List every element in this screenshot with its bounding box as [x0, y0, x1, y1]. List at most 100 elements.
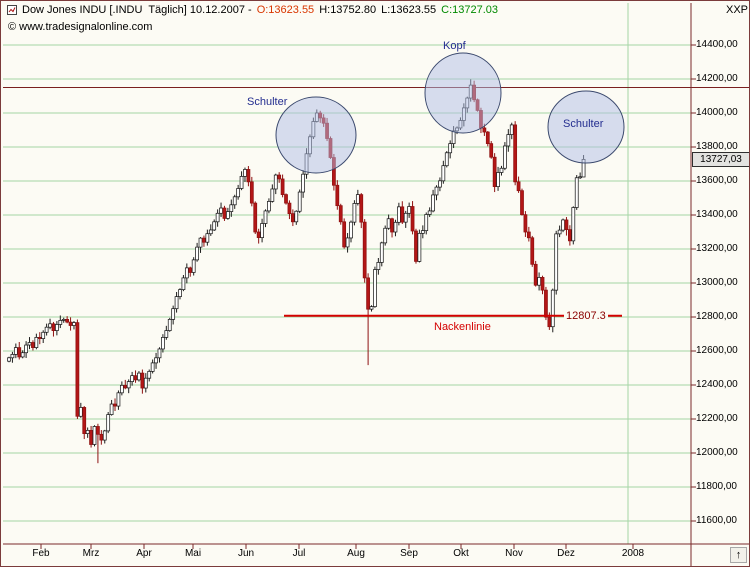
- candle: [386, 214, 391, 230]
- candle: [485, 131, 490, 147]
- candle: [82, 406, 87, 440]
- candle: [246, 166, 251, 187]
- price-axis-label: 13800,00: [696, 141, 738, 152]
- candle: [574, 175, 579, 210]
- candle: [48, 318, 52, 330]
- candle: [37, 332, 42, 345]
- candle: [222, 205, 227, 221]
- candle: [564, 217, 569, 236]
- candle: [352, 200, 357, 226]
- candle: [273, 173, 278, 195]
- left-shoulder-label[interactable]: Schulter: [247, 96, 288, 108]
- candle: [140, 369, 145, 394]
- candle: [20, 350, 25, 359]
- time-axis-label: Jul: [292, 548, 306, 559]
- candle: [403, 210, 408, 228]
- candle: [509, 122, 514, 140]
- right-shoulder-circle[interactable]: [547, 90, 625, 164]
- candle: [373, 266, 377, 308]
- candle: [126, 379, 131, 394]
- candle: [24, 341, 28, 358]
- candle: [7, 356, 11, 363]
- time-axis-label: Dez: [557, 548, 575, 559]
- candle: [438, 177, 442, 192]
- price-axis-label: 12400,00: [696, 379, 738, 390]
- candle: [516, 176, 521, 193]
- candle: [184, 263, 189, 284]
- candle: [102, 429, 107, 444]
- candle: [369, 305, 374, 312]
- price-axis-label: 12000,00: [696, 447, 738, 458]
- candle: [379, 241, 384, 267]
- head-label[interactable]: Kopf: [443, 40, 466, 52]
- candle: [51, 321, 56, 337]
- time-axis-label: Feb: [32, 548, 50, 559]
- candle: [520, 188, 524, 216]
- candle: [119, 381, 124, 396]
- scroll-up-button[interactable]: ↑: [730, 547, 747, 563]
- candle: [61, 317, 66, 323]
- candle: [397, 202, 401, 226]
- candle: [523, 211, 528, 237]
- candle: [492, 153, 497, 193]
- candle: [150, 359, 155, 374]
- candle: [537, 272, 541, 291]
- candle: [260, 218, 264, 243]
- price-axis-label: 14400,00: [696, 39, 738, 50]
- candle: [345, 233, 350, 253]
- price-axis-label: 12200,00: [696, 413, 738, 424]
- candle: [78, 402, 83, 418]
- time-axis-label: Jun: [237, 548, 255, 559]
- candle: [239, 171, 244, 191]
- candle: [270, 184, 275, 203]
- candle: [366, 273, 370, 366]
- candle: [407, 202, 412, 218]
- candle: [191, 257, 196, 276]
- candle: [143, 373, 148, 393]
- pattern-circles[interactable]: [275, 52, 625, 174]
- neckline-value-label[interactable]: 12807.3: [564, 310, 608, 322]
- candle: [236, 184, 241, 200]
- candle: [335, 180, 340, 210]
- candle: [34, 333, 39, 350]
- candle: [561, 218, 565, 233]
- gridlines: [3, 3, 691, 544]
- candle: [171, 305, 176, 325]
- price-axis-label: 12600,00: [696, 345, 738, 356]
- time-axis[interactable]: Feb Mrz Apr Mai Jun Jul Aug Sep Okt Nov Dez 2008: [1, 545, 693, 566]
- candle: [393, 219, 398, 237]
- left-shoulder-circle[interactable]: [275, 96, 357, 174]
- candle: [41, 330, 46, 344]
- chart-window-icon: [7, 5, 17, 15]
- candle: [205, 229, 210, 246]
- price-axis-label: 14000,00: [696, 107, 738, 118]
- candle: [123, 379, 128, 390]
- price-axis-label: 13600,00: [696, 175, 738, 186]
- candle: [65, 316, 70, 324]
- candle: [75, 319, 80, 419]
- candle: [130, 371, 134, 386]
- head-circle[interactable]: [424, 52, 502, 134]
- candle: [72, 321, 76, 330]
- candle: [540, 275, 545, 295]
- candle: [499, 165, 504, 176]
- last-price-badge: 13727,03: [692, 152, 749, 167]
- candle: [294, 210, 299, 225]
- right-shoulder-label[interactable]: Schulter: [563, 118, 604, 130]
- candle: [229, 199, 234, 217]
- candle: [109, 399, 114, 416]
- candle: [113, 398, 117, 412]
- candle: [195, 242, 199, 262]
- price-axis[interactable]: 14400,00 14200,00 14000,00 13800,00 13600,00…: [692, 1, 749, 544]
- candle: [427, 207, 432, 218]
- time-axis-label: Apr: [136, 548, 152, 559]
- copyright-watermark: © www.tradesignalonline.com: [8, 21, 153, 33]
- candle: [277, 172, 282, 183]
- neckline-label[interactable]: Nackenlinie: [434, 321, 491, 333]
- candle: [513, 121, 518, 186]
- candle: [164, 325, 169, 340]
- price-axis-label: 13200,00: [696, 243, 738, 254]
- candle: [27, 337, 32, 350]
- candle: [434, 185, 439, 201]
